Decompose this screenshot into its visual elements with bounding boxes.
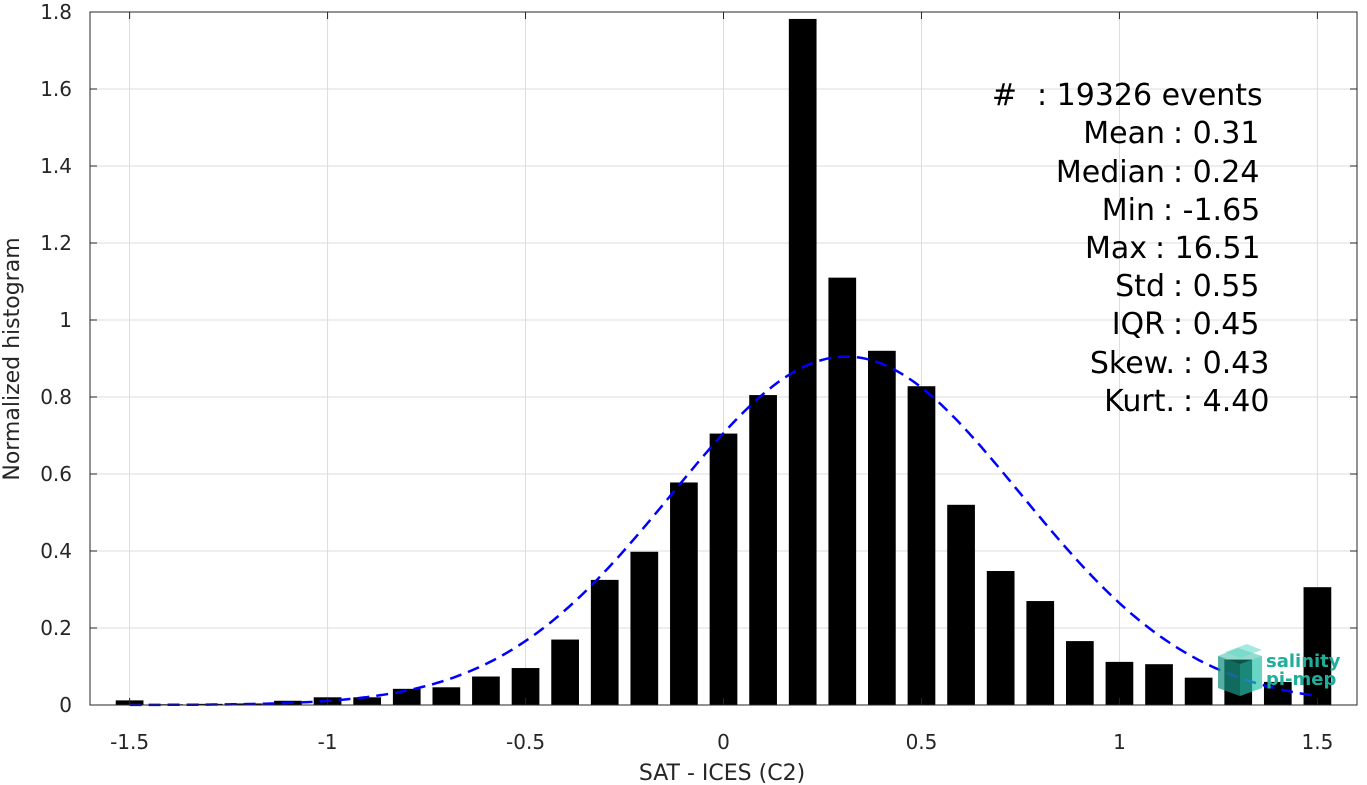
histogram-bar [749, 395, 777, 705]
x-tick-label: 1 [1113, 730, 1126, 754]
histogram-bar [590, 579, 619, 705]
histogram-bar [670, 482, 698, 705]
stat-mean-value: : 0.31 [1173, 116, 1259, 151]
stat-mean-label: Mean [1083, 116, 1165, 151]
logo-cube-icon [1218, 644, 1262, 696]
stat-skew-value: : 0.43 [1183, 346, 1269, 381]
statistics-annotation: # : 19326 events Mean : 0.31 Median : 0.… [992, 78, 1270, 419]
stat-count-label: # [992, 78, 1017, 113]
x-axis-label: SAT - ICES (C2) [639, 761, 805, 785]
histogram-bar [1065, 641, 1094, 705]
y-axis-label: Normalized histogram [0, 237, 25, 480]
histogram-bar [472, 676, 500, 705]
histogram-bar [868, 350, 896, 705]
y-tick-label: 1.2 [40, 231, 72, 255]
axis-ticks: -1.5 -1 -0.5 0 0.5 1 1.5 0 0.2 0.4 0.6 0.8 1 1.2 1.4 1.… [40, 0, 1357, 754]
histogram-bar [907, 386, 936, 705]
histogram-bar [353, 697, 382, 705]
salinity-pimep-logo: salinity pi-mep [1218, 644, 1341, 696]
x-tick-label: -0.5 [506, 730, 545, 754]
histogram-bar [630, 551, 659, 705]
histogram-bar [551, 639, 579, 705]
stat-median-value: : 0.24 [1173, 155, 1259, 190]
y-tick-label: 0.6 [40, 462, 72, 486]
stat-max-value: : 16.51 [1155, 231, 1261, 266]
y-tick-label: 1.4 [40, 154, 72, 178]
stat-std-value: : 0.55 [1173, 269, 1259, 304]
histogram-bar [1303, 587, 1332, 705]
stat-skew-label: Skew. [1090, 346, 1175, 381]
y-tick-label: 0.2 [40, 616, 72, 640]
y-tick-label: 0.4 [40, 539, 72, 563]
histogram-bar [788, 18, 817, 706]
stat-median-label: Median [1056, 155, 1165, 190]
histogram-bar [1026, 601, 1055, 705]
x-tick-label: -1.5 [110, 730, 149, 754]
y-tick-label: 1.6 [40, 77, 72, 101]
stat-count-value: : 19326 events [1037, 78, 1263, 113]
stat-min-label: Min [1102, 193, 1155, 228]
y-tick-label: 0.8 [40, 385, 72, 409]
histogram-bar [432, 687, 461, 705]
stat-min-value: : -1.65 [1163, 193, 1260, 228]
x-tick-label: 1.5 [1302, 730, 1334, 754]
histogram-bar [947, 504, 975, 705]
y-tick-label: 1 [59, 308, 72, 332]
y-tick-label: 1.8 [40, 0, 72, 24]
histogram-bar [828, 277, 857, 705]
x-tick-label: 0.5 [906, 730, 938, 754]
x-tick-label: 0 [717, 730, 730, 754]
histogram-bar [1105, 661, 1134, 705]
stat-kurt-value: : 4.40 [1183, 384, 1269, 419]
logo-text-salinity: salinity [1266, 651, 1341, 672]
stat-iqr-value: : 0.45 [1173, 307, 1259, 342]
histogram-bar [709, 433, 738, 705]
stat-std-label: Std [1115, 269, 1165, 304]
logo-text-pi-mep: pi-mep [1266, 669, 1336, 690]
x-tick-label: -1 [318, 730, 338, 754]
histogram-bar [1145, 664, 1173, 705]
histogram-bar [986, 571, 1015, 705]
stat-iqr-label: IQR [1112, 307, 1165, 342]
stat-kurt-label: Kurt. [1104, 384, 1175, 419]
histogram-bar [1184, 677, 1213, 705]
y-tick-label: 0 [59, 693, 72, 717]
stat-max-label: Max [1085, 231, 1147, 266]
